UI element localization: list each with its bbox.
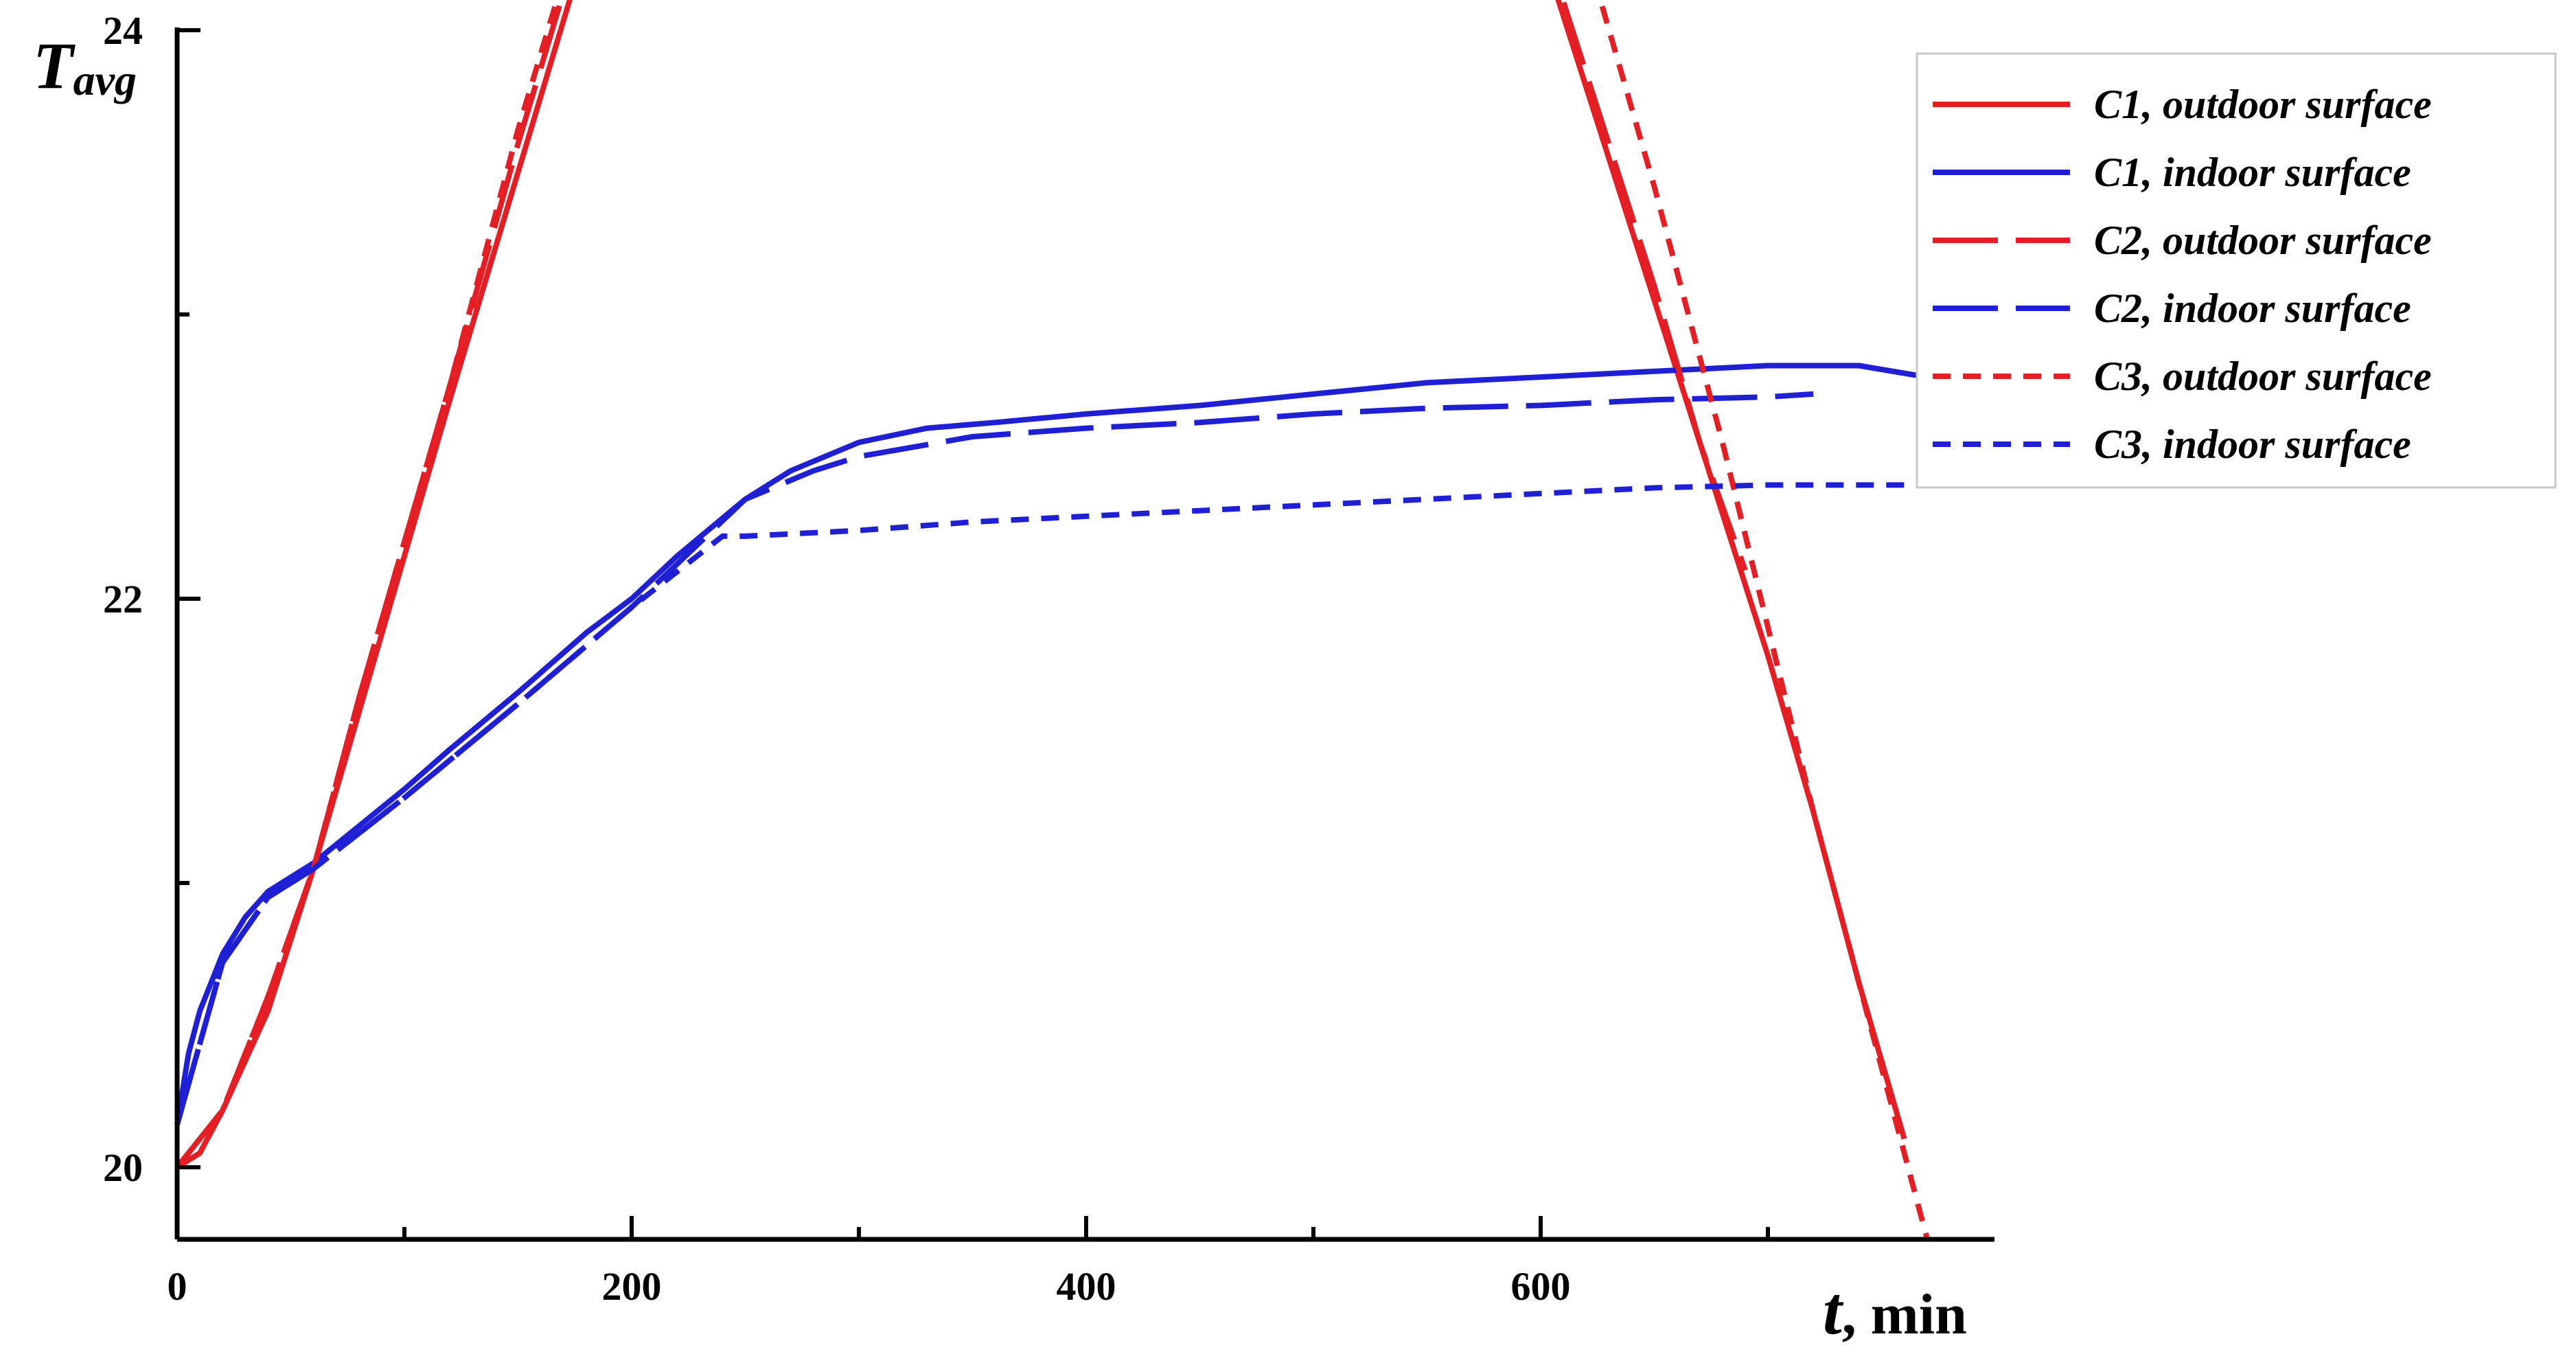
series-line-1 [175,0,1907,1170]
x-axis-label: t, min [1823,1272,1967,1349]
legend-label-1: C1, outdoor surface [2094,82,2432,127]
series-layer [174,0,1950,1239]
y-axis-label: Tavg [33,29,137,104]
axes: 020040060020222426 Tavg t, min [33,8,1994,1349]
legend: C1, outdoor surface C1, indoor surface C2,… [1916,52,2557,489]
legend-label-2: C1, indoor surface [2094,150,2411,195]
x-axis-label-unit: , min [1842,1283,1967,1346]
x-axis-label-variable: t [1823,1272,1844,1349]
y-tick-label: 20 [103,1145,143,1190]
ticks: 020040060020222426 [103,8,1770,1309]
legend-label-3: C2, outdoor surface [2094,218,2432,263]
legend-label-4: C2, indoor surface [2094,286,2411,331]
y-tick-label: 24 [103,8,143,53]
series-line-2 [174,363,1928,1125]
y-axis-label-variable: T [33,29,76,102]
series-line-5 [174,0,1930,1239]
y-axis-label-subscript: avg [73,56,137,104]
legend-box [1916,52,2557,489]
x-tick-label: 0 [168,1264,187,1309]
x-tick-label: 200 [602,1264,662,1309]
legend-label-5: C3, outdoor surface [2094,354,2432,399]
series-line-4 [174,391,1814,1125]
series-line-3 [174,0,1748,1169]
x-tick-label: 400 [1057,1264,1116,1309]
legend-label-6: C3, indoor surface [2094,422,2411,467]
x-tick-label: 600 [1511,1264,1571,1309]
series-line-6 [174,482,1950,1125]
y-tick-label: 22 [103,577,143,621]
legend-items: C1, outdoor surface C1, indoor surface C2,… [1933,82,2432,467]
